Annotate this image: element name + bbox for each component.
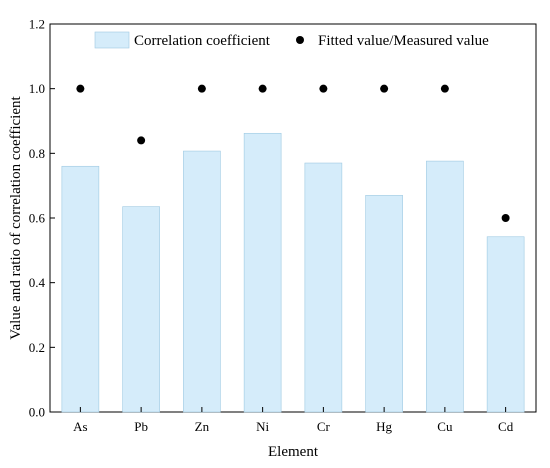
legend-label-fitted-measured: Fitted value/Measured value bbox=[318, 33, 489, 49]
point-zn bbox=[197, 84, 206, 93]
bar-zn bbox=[183, 150, 221, 413]
point-pb bbox=[137, 136, 146, 145]
y-axis-ticks: 0.0 0.2 0.4 0.6 0.8 1.0 1.2 bbox=[29, 17, 55, 420]
y-tick-label: 1.2 bbox=[29, 17, 45, 32]
x-tick-label-cr: Cr bbox=[317, 419, 331, 434]
points bbox=[76, 84, 510, 222]
x-tick-label-cu: Cu bbox=[437, 419, 453, 434]
y-tick-label: 1.0 bbox=[29, 81, 45, 96]
y-tick-label: 0.2 bbox=[29, 340, 45, 355]
legend-label-correlation-coefficient: Correlation coefficient bbox=[134, 33, 271, 49]
y-tick-label: 0.0 bbox=[29, 405, 45, 420]
y-tick-label: 0.4 bbox=[29, 275, 46, 290]
bar-cu bbox=[426, 160, 464, 413]
bar-pb bbox=[122, 206, 160, 413]
x-tick-label-zn: Zn bbox=[195, 419, 210, 434]
point-ni bbox=[258, 84, 267, 93]
x-tick-label-ni: Ni bbox=[256, 419, 269, 434]
point-as bbox=[76, 84, 85, 93]
y-tick-label: 0.6 bbox=[29, 211, 46, 226]
x-tick-label-cd: Cd bbox=[498, 419, 514, 434]
bars bbox=[61, 132, 525, 413]
y-tick-label: 0.8 bbox=[29, 146, 45, 161]
point-cd bbox=[501, 214, 510, 222]
bar-hg bbox=[365, 195, 403, 413]
x-tick-label-hg: Hg bbox=[376, 419, 392, 434]
x-tick-label-pb: Pb bbox=[134, 419, 148, 434]
y-axis-title: Value and ratio of correlation coefficie… bbox=[8, 95, 24, 339]
bar-ni bbox=[243, 132, 282, 413]
bar-cr bbox=[304, 162, 343, 413]
point-cr bbox=[319, 84, 328, 93]
bar-cd bbox=[486, 236, 525, 413]
legend-swatch-fitted-measured bbox=[296, 36, 304, 44]
point-hg bbox=[380, 84, 389, 93]
x-axis-ticks: As Pb Zn Ni Cr Hg Cu Cd bbox=[73, 407, 514, 434]
x-axis-title: Element bbox=[268, 444, 319, 460]
bar-as bbox=[61, 165, 100, 413]
legend-swatch-correlation-coefficient bbox=[94, 31, 130, 49]
x-tick-label-as: As bbox=[73, 419, 87, 434]
legend: Correlation coefficient Fitted value/Mea… bbox=[94, 31, 489, 49]
point-cu bbox=[440, 84, 449, 93]
